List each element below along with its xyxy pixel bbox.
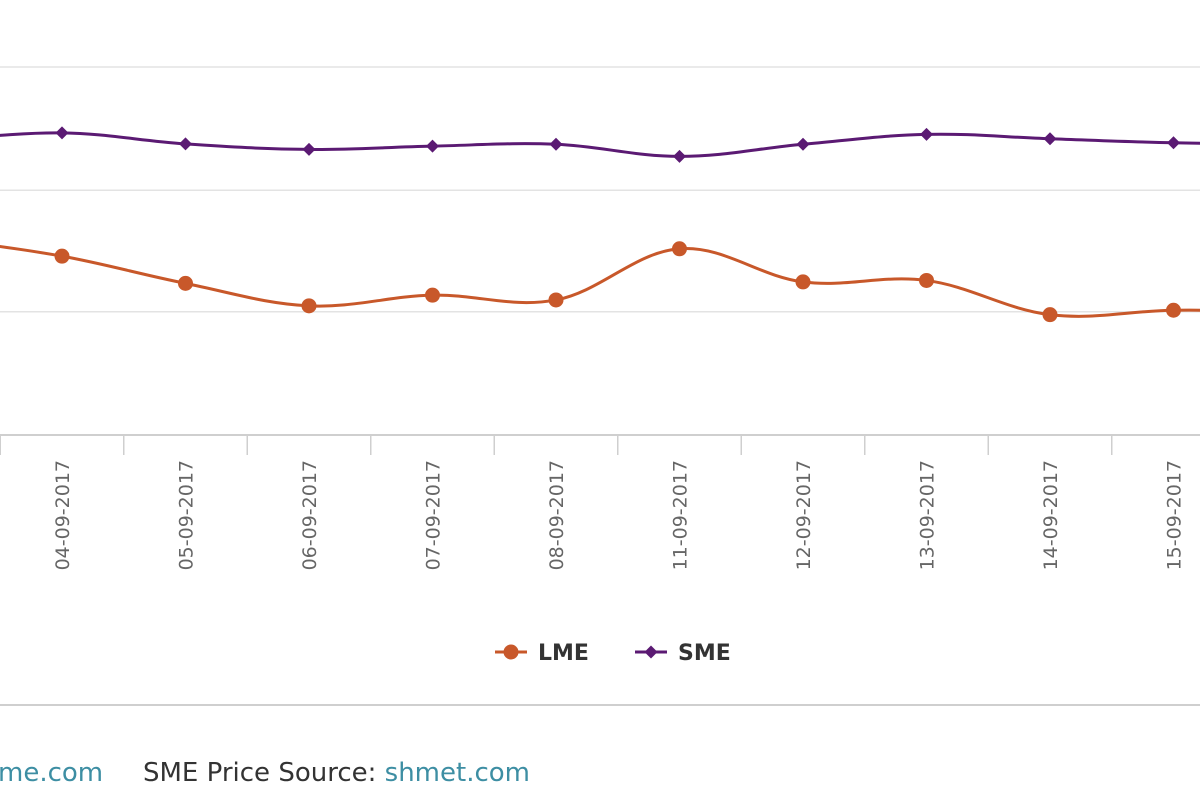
legend-item-lme[interactable]: LME [495, 641, 589, 666]
lme-point[interactable] [425, 287, 440, 303]
legend-label-lme: LME [538, 641, 589, 666]
lme-series-line [0, 244, 1200, 318]
line-chart: 04-09-2017 05-09-2017 06-09-2017 07-09-2017… [0, 66, 1200, 666]
legend-item-sme[interactable]: SME [635, 641, 731, 666]
sme-point[interactable] [1043, 132, 1057, 146]
sme-point[interactable] [920, 127, 933, 141]
sme-point[interactable] [55, 126, 69, 140]
chart-bottom-divider [0, 704, 1200, 706]
lme-source-link[interactable]: me.com [0, 758, 104, 788]
series-lines [0, 126, 1200, 323]
x-tick-label: 14-09-2017 [1040, 460, 1062, 570]
sme-source-link[interactable]: shmet.com [384, 758, 530, 788]
sme-point[interactable] [673, 149, 686, 163]
legend[interactable]: LME SME [495, 641, 731, 666]
x-axis [0, 434, 1200, 455]
lme-source: me.com [0, 758, 103, 788]
x-tick-labels: 04-09-2017 05-09-2017 06-09-2017 07-09-2017… [52, 460, 1186, 570]
x-tick-label: 05-09-2017 [176, 460, 198, 570]
sme-point[interactable] [1167, 136, 1180, 150]
x-tick-label: 11-09-2017 [670, 460, 692, 570]
legend-marker [644, 645, 658, 659]
lme-point[interactable] [301, 298, 317, 314]
lme-point[interactable] [548, 292, 564, 308]
lme-point[interactable] [1042, 307, 1058, 323]
lme-point[interactable] [672, 241, 687, 257]
x-tick-label: 07-09-2017 [423, 460, 445, 570]
sme-source-label: SME Price Source: [143, 758, 385, 788]
x-tick-label: 15-09-2017 [1164, 460, 1186, 570]
sme-point[interactable] [549, 137, 563, 151]
sme-series-line [0, 131, 1200, 158]
x-tick-label: 12-09-2017 [793, 460, 815, 570]
x-tick-label: 13-09-2017 [917, 460, 939, 570]
x-tick-label: 06-09-2017 [299, 460, 321, 570]
x-tick-label: 04-09-2017 [52, 460, 74, 570]
sme-point[interactable] [426, 139, 439, 153]
sme-source: SME Price Source: shmet.com [143, 758, 530, 788]
legend-label-sme: SME [678, 641, 731, 666]
gridlines [0, 66, 1200, 313]
sme-point[interactable] [796, 137, 810, 151]
x-tick-label: 08-09-2017 [546, 460, 568, 570]
lme-point[interactable] [795, 274, 811, 290]
lme-point[interactable] [54, 248, 70, 264]
legend-marker [503, 644, 519, 660]
lme-point[interactable] [919, 272, 934, 288]
lme-point[interactable] [178, 275, 193, 291]
lme-point[interactable] [1166, 302, 1181, 318]
sme-point[interactable] [179, 137, 192, 151]
sme-point[interactable] [302, 142, 316, 156]
